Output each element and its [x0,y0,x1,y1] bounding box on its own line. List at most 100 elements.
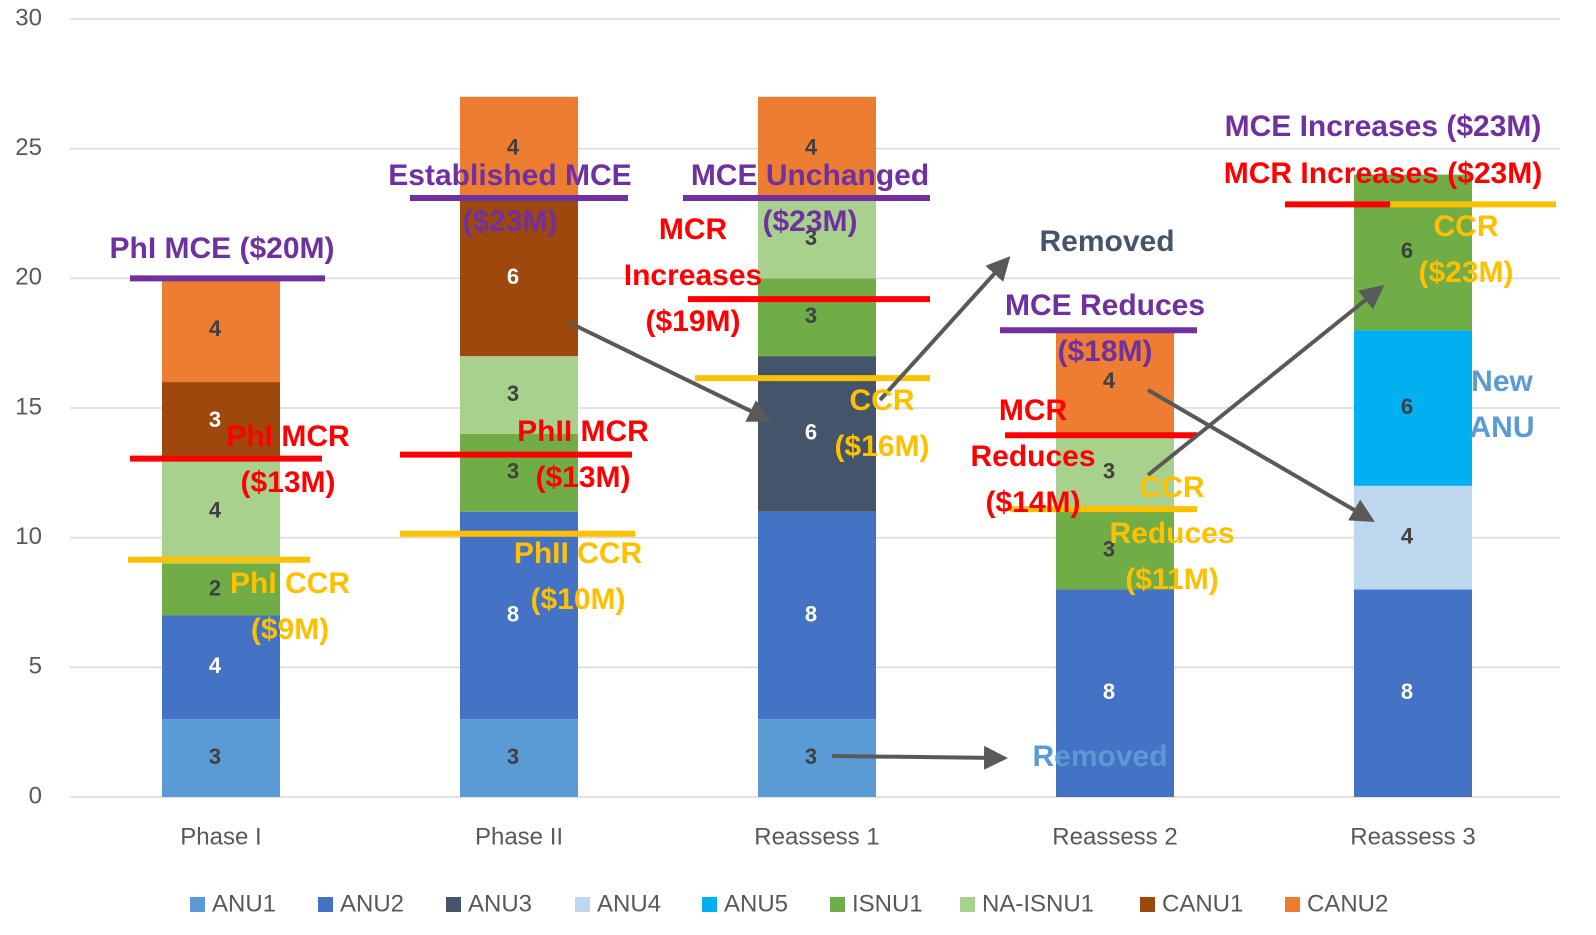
bar-segment [758,278,876,357]
bar-segment [460,511,578,720]
legend-swatch [960,897,975,912]
annotation: ($18M) [1057,335,1152,368]
annotation: New [1471,365,1533,398]
annotation: Removed [1039,225,1174,258]
y-tick-label: 0 [29,782,42,809]
annotation: PhI MCR [226,420,350,453]
arrows [569,256,1385,770]
bar-segment [162,615,280,720]
arrow [1146,388,1375,523]
annotation: MCR [659,213,728,246]
legend-swatch [830,897,845,912]
annotation: MCR Increases ($23M) [1224,157,1542,190]
legend-swatch [1140,897,1155,912]
annotation: CCR [850,384,915,417]
bar-segment [460,200,578,357]
annotation: Reduces [970,440,1095,473]
annotation: CCR [1434,210,1499,243]
legend-label: NA-ISNU1 [982,890,1094,917]
annotation: ($16M) [834,430,929,463]
bar-segment [758,200,876,279]
data-label: 6 [507,264,519,289]
bar-segment [1354,330,1472,486]
legend-label: ANU5 [724,890,788,917]
legend-swatch [190,897,205,912]
bar-segment [460,719,578,797]
annotation: ($13M) [240,466,335,499]
data-label: 8 [805,601,817,626]
data-label: 4 [1401,523,1414,548]
annotation: ($19M) [645,305,740,338]
data-label: 3 [805,744,817,769]
data-label: 3 [209,744,221,769]
legend-label: ANU4 [597,890,661,917]
legend-swatch [318,897,333,912]
data-label: 8 [1103,679,1115,704]
y-tick-label: 30 [15,4,42,31]
bar-segment [758,356,876,512]
annotation: Established MCE [388,159,631,192]
arrow [831,745,1008,770]
legend-label: ANU3 [468,890,532,917]
arrow [1146,284,1385,477]
annotations: PhI MCE ($20M) PhI MCR ($13M) PhI CCR ($9M) E… [109,110,1542,773]
y-tick-label: 25 [15,134,42,161]
data-label: 2 [209,575,221,600]
legend-label: ISNU1 [852,890,923,917]
data-label: 6 [1401,394,1413,419]
data-label: 3 [507,381,519,406]
bar-segment [1056,589,1174,797]
y-tick-label: 20 [15,264,42,291]
annotation: MCE Increases ($23M) [1225,110,1542,143]
y-tick-label: 10 [15,523,42,550]
bar-segment [162,278,280,383]
bar-segment [162,382,280,460]
annotation: MCE Unchanged [691,159,929,192]
bar-segment [758,511,876,720]
legend-swatch [1285,897,1300,912]
legend: ANU1 ANU2 ANU3 ANU4 ANU5 ISNU1 NA-ISNU1 CANU1 CA… [190,890,1388,917]
data-label: 8 [1401,679,1413,704]
bar-segment [460,433,578,512]
data-label: 3 [1103,536,1115,561]
arrow [569,321,773,422]
data-label: 3 [507,459,519,484]
annotation: Removed [1032,740,1167,773]
annotation: ($10M) [530,583,625,616]
data-label: 3 [507,744,519,769]
annotation: MCR [999,394,1068,427]
annotation: CCR [1140,471,1205,504]
data-label: 4 [209,498,222,523]
data-label: 6 [805,420,817,445]
x-tick-label: Phase II [475,823,563,850]
arrow [878,256,1011,402]
x-tick-label: Phase I [180,823,261,850]
annotation: PhII CCR [514,537,643,570]
data-label: 3 [805,225,817,250]
bar-segment [1354,589,1472,797]
bar-segment [162,719,280,797]
data-label: 4 [805,134,818,159]
bar-segment [1056,433,1174,512]
x-tick-label: Reassess 2 [1052,823,1177,850]
annotation: ($13M) [535,461,630,494]
legend-label: ANU2 [340,890,404,917]
annotation: Reduces [1109,517,1234,550]
annotation: PhII MCR [517,415,649,448]
annotation: Increases [624,259,762,292]
bar-segment [460,96,578,201]
legend-swatch [702,897,717,912]
data-label: 3 [805,303,817,328]
annotation: ($23M) [762,205,857,238]
annotation: MCE Reduces [1005,289,1205,322]
bar-segment [460,356,578,434]
data-label: 8 [507,601,519,626]
data-label: 6 [1401,238,1413,263]
data-label: 4 [209,653,222,678]
annotation: ($14M) [985,486,1080,519]
bar-segment [758,96,876,201]
annotation: ($11M) [1125,563,1218,596]
annotation: PhI MCE ($20M) [109,232,334,265]
x-tick-label: Reassess 1 [754,823,879,850]
